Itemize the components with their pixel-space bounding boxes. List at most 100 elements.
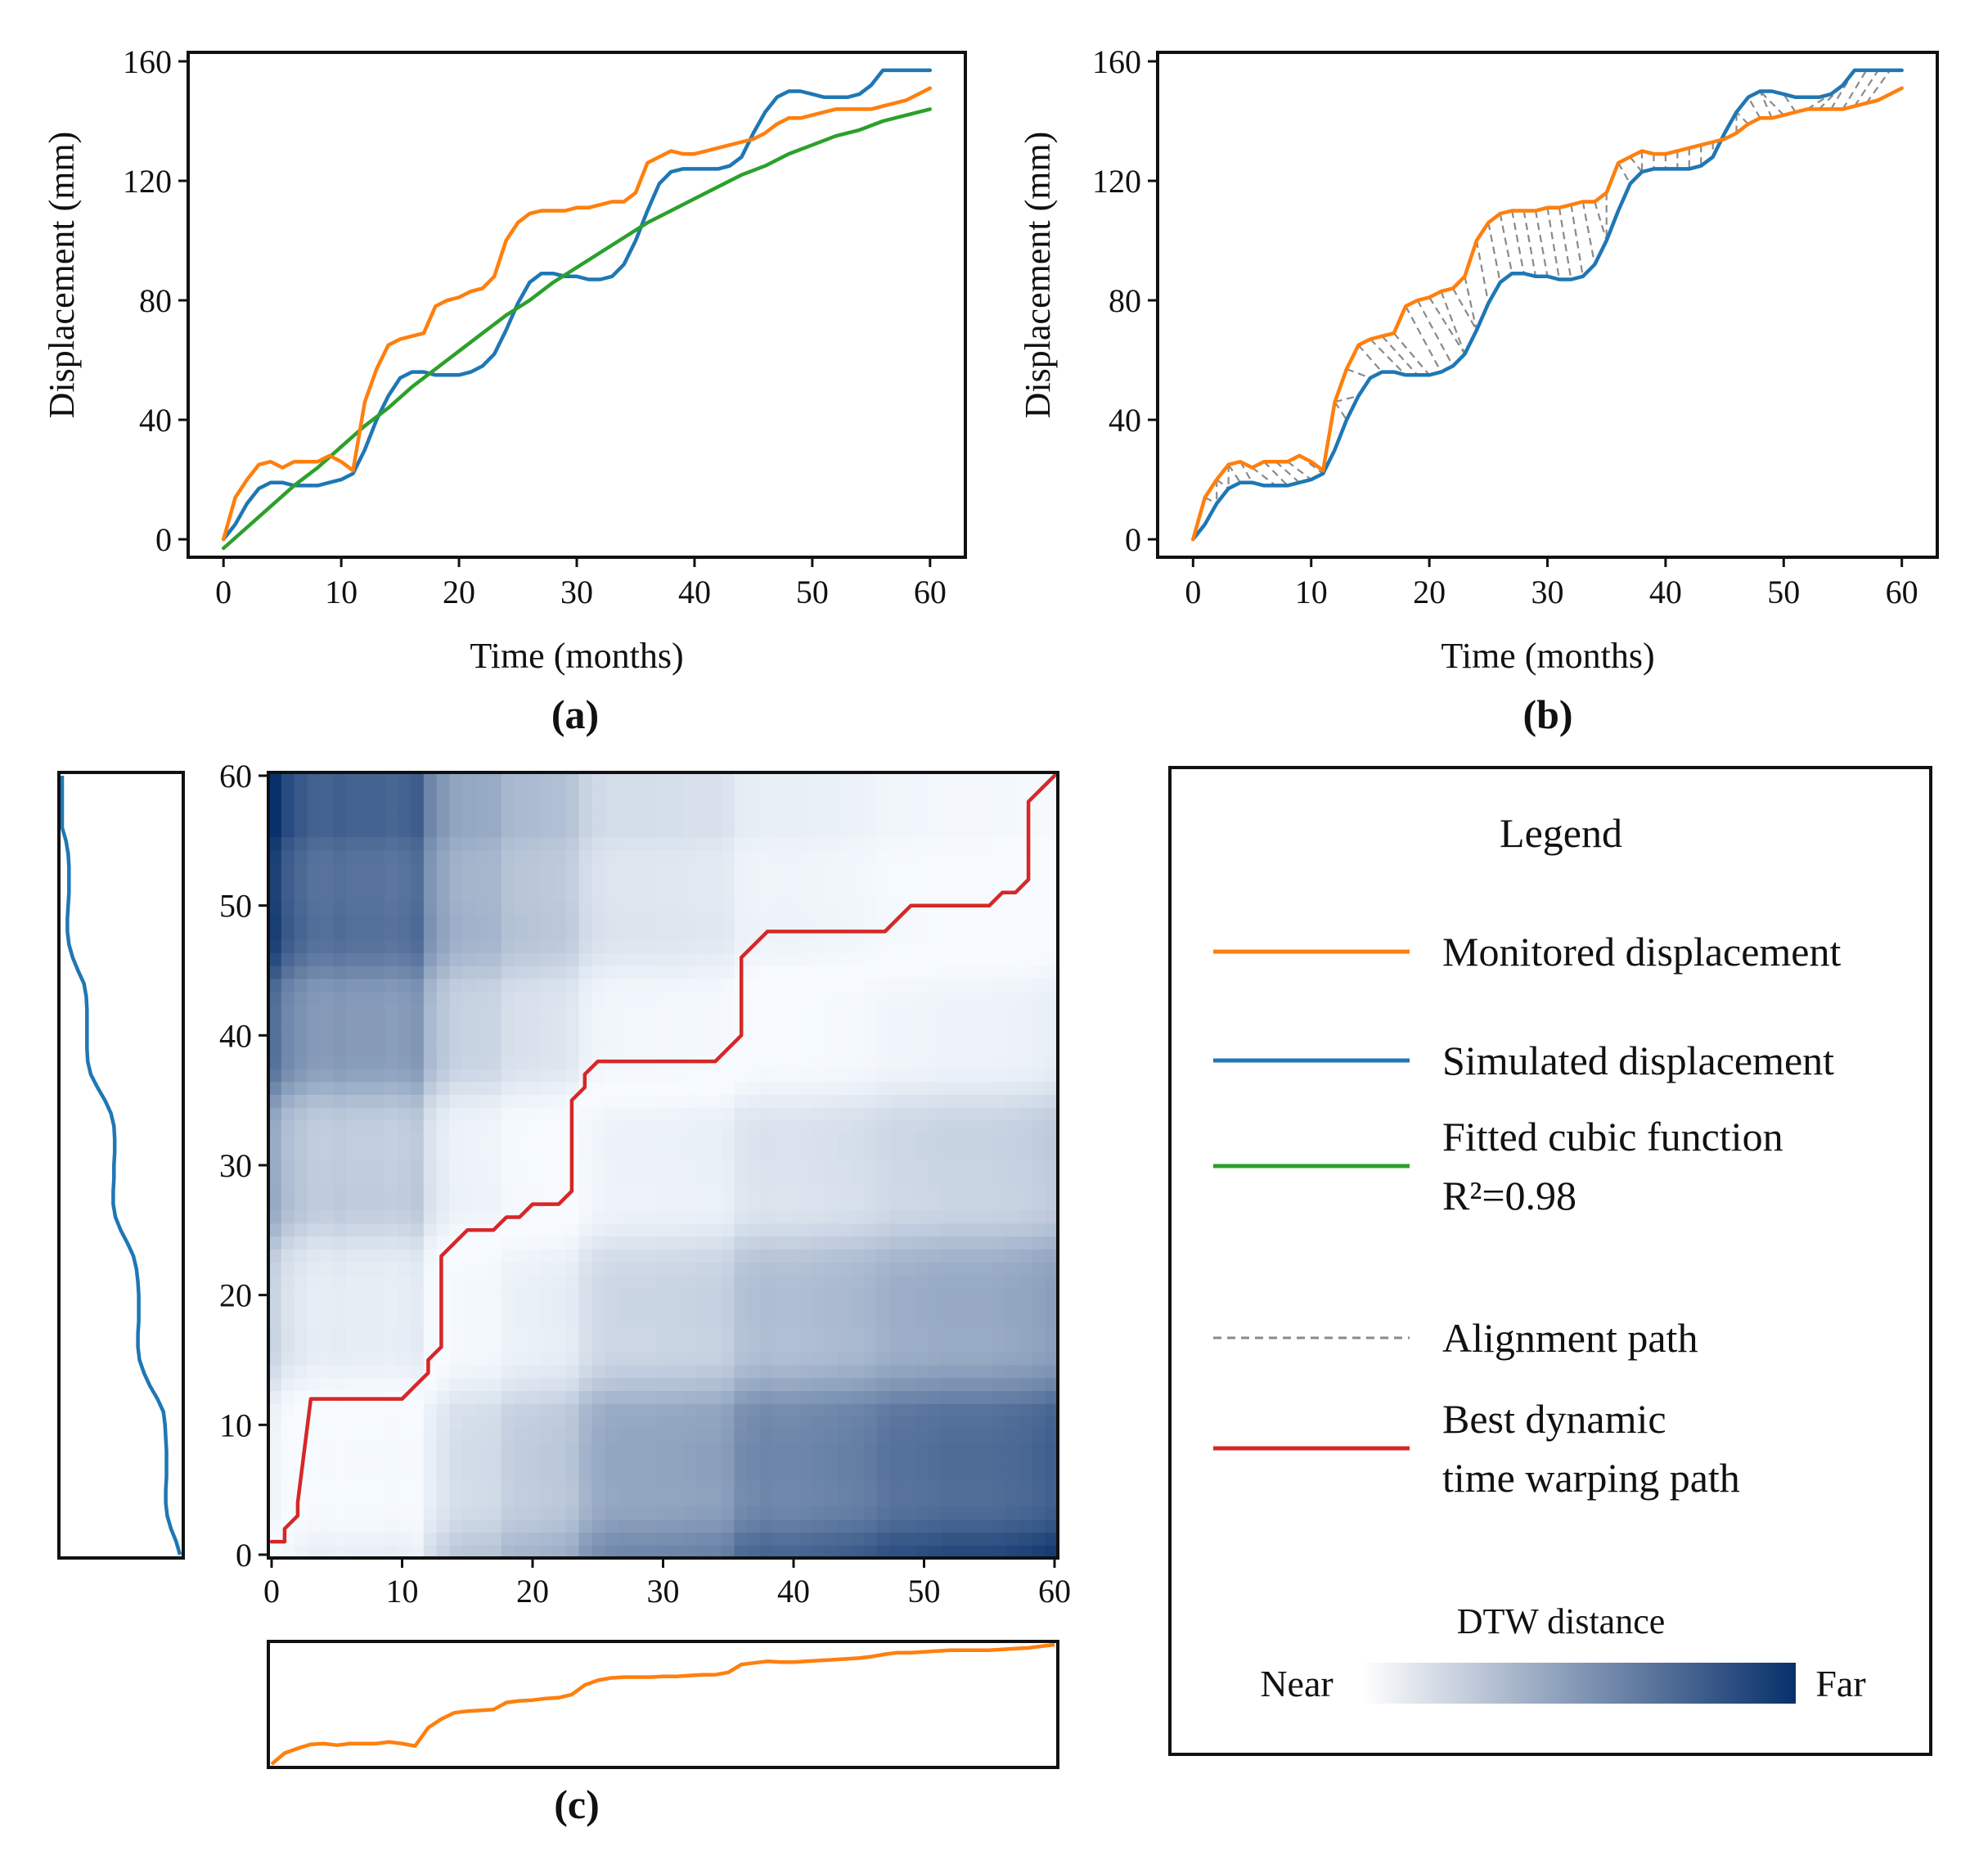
heat-cell <box>798 901 813 915</box>
heat-cell <box>371 1455 385 1469</box>
heat-cell <box>1019 1364 1032 1379</box>
heat-cell <box>605 1493 618 1507</box>
heat-cell <box>850 1159 865 1173</box>
heat-cell <box>941 785 956 799</box>
heat-cell <box>1005 1056 1020 1069</box>
heat-cell <box>281 1352 295 1366</box>
heat-cell <box>345 888 360 902</box>
heat-cell <box>514 1004 528 1018</box>
heat-cell <box>553 978 567 993</box>
heat-cell <box>669 991 683 1005</box>
legend-frame <box>1168 766 1932 1756</box>
heat-cell <box>734 1377 748 1392</box>
heat-cell <box>708 978 722 993</box>
heat-cell <box>553 875 567 889</box>
heat-cell <box>902 1519 916 1533</box>
heat-cell <box>423 1480 438 1494</box>
series-line-monitored <box>1191 86 1904 542</box>
heat-cell <box>320 901 334 915</box>
heat-cell <box>695 785 709 799</box>
heat-cell <box>385 1455 398 1469</box>
heat-cell <box>695 849 709 863</box>
heat-cell <box>333 1377 347 1392</box>
heat-cell <box>656 1339 671 1353</box>
heat-cell <box>618 1094 632 1108</box>
heat-cell <box>449 823 463 838</box>
heat-cell <box>643 1326 658 1340</box>
heat-cell <box>268 836 282 851</box>
heat-cell <box>540 1532 554 1546</box>
heat-cell <box>436 1184 451 1198</box>
heat-cell <box>889 966 903 979</box>
heat-cell <box>734 849 748 863</box>
heat-cell <box>669 1197 683 1211</box>
heat-cell <box>669 1274 683 1289</box>
heat-cell <box>876 849 890 863</box>
heat-cell <box>281 1506 295 1520</box>
heat-cell <box>423 1004 438 1018</box>
heat-cell <box>812 1312 825 1327</box>
heat-cell <box>772 926 787 941</box>
heat-cell <box>578 952 593 966</box>
heat-cell <box>695 1210 709 1224</box>
heat-cell <box>708 1326 722 1340</box>
heat-cell <box>553 1004 567 1018</box>
heat-cell <box>785 1107 800 1121</box>
heat-cell <box>812 1326 825 1340</box>
heat-cell <box>449 1416 463 1430</box>
heat-cell <box>307 798 321 812</box>
heat-cell <box>708 772 722 786</box>
heat-cell <box>967 888 981 902</box>
heat-cell <box>605 1094 618 1108</box>
heat-cell <box>423 1146 438 1159</box>
heat-cell <box>553 823 567 838</box>
heat-cell <box>1019 1416 1032 1430</box>
heat-cell <box>1045 1210 1058 1224</box>
heat-cell <box>812 1056 825 1069</box>
heat-cell <box>436 1300 451 1314</box>
heat-cell <box>371 1119 385 1134</box>
heat-cell <box>915 1042 929 1056</box>
heat-cell <box>345 1274 360 1289</box>
heat-cell <box>941 1094 956 1108</box>
heat-cell <box>333 1312 347 1327</box>
heat-cell <box>449 1029 463 1044</box>
heat-cell <box>371 1506 385 1520</box>
heat-cell <box>462 1300 476 1314</box>
heat-cell <box>527 1017 541 1031</box>
heat-cell <box>1045 1159 1058 1173</box>
heat-cell <box>307 1146 321 1159</box>
heat-cell <box>980 785 994 799</box>
heat-cell <box>954 1197 968 1211</box>
heat-cell <box>320 1326 334 1340</box>
heat-cell <box>785 1480 800 1494</box>
heat-cell <box>398 1210 412 1224</box>
heat-cell <box>553 1287 567 1301</box>
heat-cell <box>527 823 541 838</box>
heat-cell <box>915 1364 929 1379</box>
heat-cell <box>643 1236 658 1249</box>
heat-cell <box>411 798 425 812</box>
heat-cell <box>812 1390 825 1404</box>
heat-cell <box>992 1081 1007 1096</box>
heat-cell <box>1032 862 1046 876</box>
heat-cell <box>760 1107 774 1121</box>
heat-cell <box>514 1107 528 1121</box>
heat-cell <box>578 1184 593 1198</box>
heat-cell <box>358 1042 373 1056</box>
heat-cell <box>656 1132 671 1146</box>
heat-cell <box>411 1467 425 1482</box>
heat-cell <box>320 823 334 838</box>
heat-cell <box>785 849 800 863</box>
heat-cell <box>371 1519 385 1533</box>
heat-cell <box>333 939 347 953</box>
heat-cell <box>618 1442 632 1456</box>
heat-cell <box>747 836 761 851</box>
heat-cell <box>618 1545 632 1558</box>
heat-cell <box>320 1159 334 1173</box>
heat-cell <box>398 1532 412 1546</box>
heat-cell <box>825 1312 839 1327</box>
heat-cell <box>798 772 813 786</box>
y-tick-label: 10 <box>219 1407 252 1443</box>
heat-cell <box>345 772 360 786</box>
